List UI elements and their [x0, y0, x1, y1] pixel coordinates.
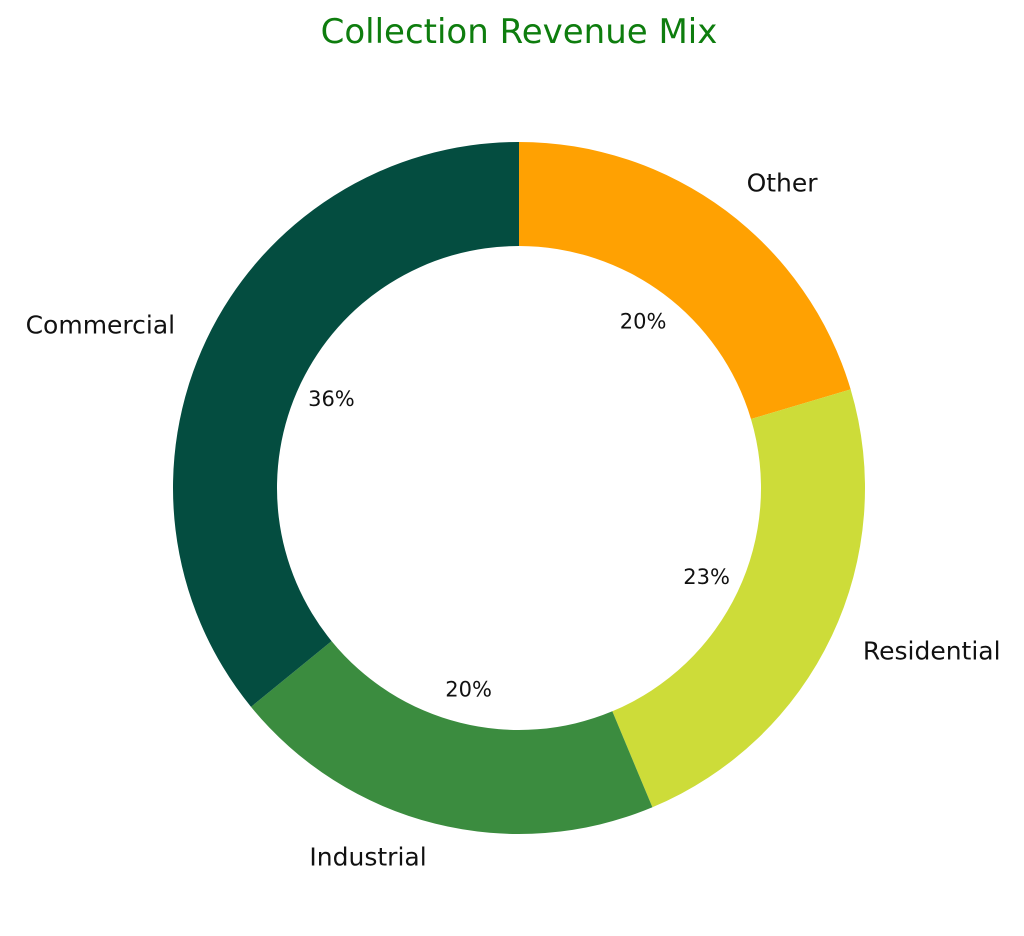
- slice-label-commercial: Commercial: [26, 310, 176, 339]
- slice-other: [519, 142, 851, 420]
- slice-industrial: [251, 641, 653, 834]
- slice-residential: [612, 389, 865, 808]
- pct-label-commercial: 36%: [308, 387, 355, 411]
- slice-commercial: [173, 142, 519, 707]
- pct-label-other: 20%: [620, 310, 667, 334]
- slice-labels: Other 20% Residential 23% Industrial 20% Comme…: [26, 168, 1001, 871]
- slice-label-other: Other: [747, 168, 819, 197]
- pct-label-residential: 23%: [683, 565, 730, 589]
- slice-label-residential: Residential: [863, 637, 1001, 666]
- slice-label-industrial: Industrial: [309, 843, 426, 872]
- donut-slices: [173, 142, 865, 834]
- chart-title: Collection Revenue Mix: [321, 12, 718, 52]
- pct-label-industrial: 20%: [445, 677, 492, 701]
